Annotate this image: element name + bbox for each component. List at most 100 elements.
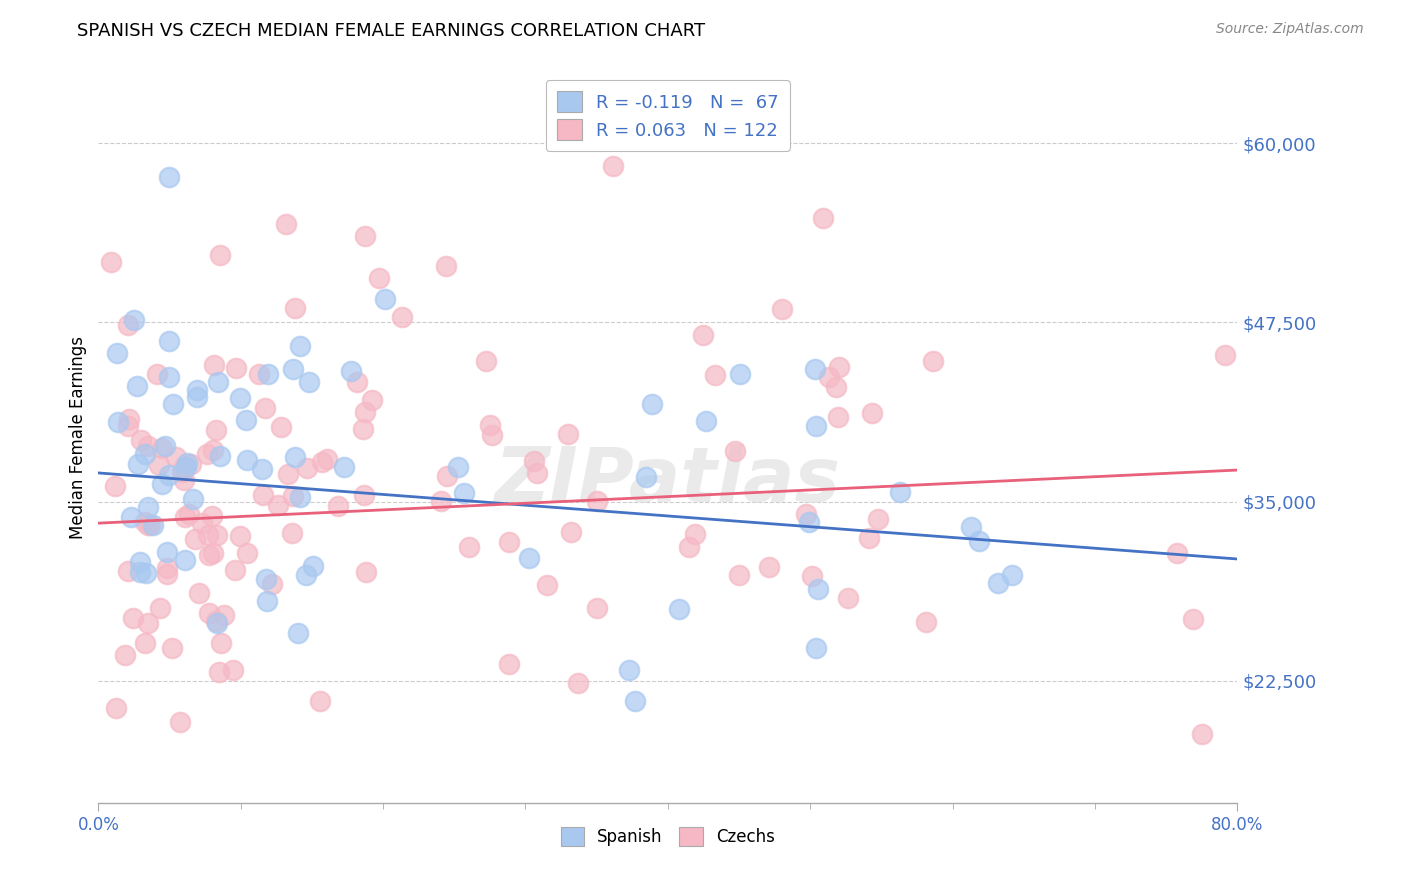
Point	[624, 694, 647, 708]
Point	[222, 663, 245, 677]
Point	[229, 391, 252, 405]
Point	[277, 467, 299, 482]
Point	[235, 413, 257, 427]
Point	[458, 540, 481, 554]
Point	[202, 546, 225, 560]
Point	[134, 636, 156, 650]
Point	[104, 479, 127, 493]
Point	[560, 525, 582, 540]
Point	[134, 447, 156, 461]
Point	[328, 500, 350, 514]
Point	[254, 572, 277, 586]
Point	[557, 426, 579, 441]
Point	[333, 459, 356, 474]
Point	[536, 578, 558, 592]
Point	[960, 520, 983, 534]
Point	[1166, 546, 1188, 560]
Point	[262, 577, 284, 591]
Point	[287, 626, 309, 640]
Point	[311, 455, 333, 469]
Point	[811, 211, 834, 225]
Point	[301, 559, 323, 574]
Text: SPANISH VS CZECH MEDIAN FEMALE EARNINGS CORRELATION CHART: SPANISH VS CZECH MEDIAN FEMALE EARNINGS …	[77, 22, 706, 40]
Point	[352, 422, 374, 436]
Point	[100, 255, 122, 269]
Point	[207, 665, 229, 679]
Point	[585, 600, 607, 615]
Point	[602, 159, 624, 173]
Point	[157, 468, 180, 483]
Point	[695, 414, 717, 428]
Point	[824, 380, 846, 394]
Point	[257, 368, 280, 382]
Point	[205, 615, 228, 630]
Point	[252, 487, 274, 501]
Point	[298, 375, 321, 389]
Point	[270, 419, 292, 434]
Point	[922, 354, 945, 368]
Point	[724, 443, 747, 458]
Point	[308, 693, 330, 707]
Point	[641, 397, 664, 411]
Point	[281, 526, 304, 541]
Legend: Spanish, Czechs: Spanish, Czechs	[554, 821, 782, 853]
Point	[235, 453, 257, 467]
Point	[202, 358, 225, 372]
Point	[105, 346, 128, 360]
Point	[889, 485, 911, 500]
Point	[517, 551, 540, 566]
Point	[685, 527, 707, 541]
Point	[914, 615, 936, 629]
Point	[197, 606, 219, 620]
Point	[353, 405, 375, 419]
Point	[434, 260, 457, 274]
Point	[728, 567, 751, 582]
Point	[169, 714, 191, 729]
Point	[804, 362, 827, 376]
Point	[481, 428, 503, 442]
Point	[668, 601, 690, 615]
Point	[183, 532, 205, 546]
Point	[138, 500, 160, 514]
Point	[586, 493, 609, 508]
Point	[129, 433, 152, 447]
Point	[160, 641, 183, 656]
Point	[353, 488, 375, 502]
Point	[135, 566, 157, 581]
Point	[157, 334, 180, 349]
Point	[498, 535, 520, 549]
Point	[253, 401, 276, 416]
Point	[436, 468, 458, 483]
Point	[827, 360, 849, 375]
Point	[858, 532, 880, 546]
Point	[475, 354, 498, 368]
Point	[139, 518, 162, 533]
Point	[356, 565, 378, 579]
Point	[290, 338, 312, 352]
Point	[354, 228, 377, 243]
Point	[797, 515, 820, 529]
Point	[107, 415, 129, 429]
Point	[225, 361, 247, 376]
Point	[770, 301, 793, 316]
Point	[180, 458, 202, 472]
Point	[678, 540, 700, 554]
Point	[207, 375, 229, 389]
Point	[156, 545, 179, 559]
Point	[150, 477, 173, 491]
Point	[1181, 612, 1204, 626]
Point	[567, 675, 589, 690]
Point	[315, 451, 337, 466]
Point	[478, 418, 501, 433]
Point	[188, 585, 211, 599]
Point	[1215, 348, 1237, 362]
Point	[129, 556, 152, 570]
Point	[247, 367, 270, 381]
Point	[807, 582, 830, 596]
Point	[374, 292, 396, 306]
Point	[987, 575, 1010, 590]
Point	[118, 412, 141, 426]
Point	[155, 439, 177, 453]
Point	[179, 507, 201, 521]
Point	[526, 467, 548, 481]
